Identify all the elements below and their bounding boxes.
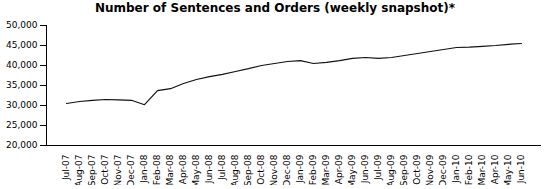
svg-text:45,000: 45,000 bbox=[6, 40, 38, 50]
svg-text:Aug-08: Aug-08 bbox=[230, 154, 240, 185]
svg-text:Feb-08: Feb-08 bbox=[152, 154, 162, 185]
html-text:Number of Sentences and Orders: Number of Sentences and Orders (weekly s… bbox=[94, 1, 455, 15]
svg-text:Sep-08: Sep-08 bbox=[243, 154, 253, 185]
svg-text:25,000: 25,000 bbox=[6, 120, 38, 130]
svg-text:Jul-09: Jul-09 bbox=[373, 154, 383, 181]
svg-text:Nov-07: Nov-07 bbox=[113, 155, 123, 186]
svg-text:Jul-07: Jul-07 bbox=[61, 155, 71, 182]
svg-text:Sep-09: Sep-09 bbox=[399, 154, 409, 185]
svg-text:Jun-09: Jun-09 bbox=[360, 154, 370, 184]
svg-text:Apr-09: Apr-09 bbox=[334, 154, 344, 184]
svg-text:Feb-10: Feb-10 bbox=[464, 154, 474, 185]
svg-text:Jun-08: Jun-08 bbox=[204, 154, 214, 184]
svg-text:Aug-09: Aug-09 bbox=[386, 154, 396, 185]
svg-text:30,000: 30,000 bbox=[6, 100, 38, 110]
svg-text:Jan-08: Jan-08 bbox=[139, 154, 149, 184]
svg-text:May-10: May-10 bbox=[503, 154, 513, 185]
svg-text:Mar-10: Mar-10 bbox=[477, 154, 487, 185]
svg-text:Dec-07: Dec-07 bbox=[126, 155, 136, 186]
svg-text:Jul-08: Jul-08 bbox=[217, 154, 227, 181]
svg-text:Oct-07: Oct-07 bbox=[100, 155, 110, 185]
svg-text:Dec-09: Dec-09 bbox=[438, 154, 448, 185]
svg-text:May-09: May-09 bbox=[347, 154, 357, 185]
svg-text:Sep-07: Sep-07 bbox=[87, 155, 97, 186]
svg-text:50,000: 50,000 bbox=[6, 20, 38, 30]
svg-text:Nov-08: Nov-08 bbox=[269, 154, 279, 185]
svg-text:Mar-08: Mar-08 bbox=[165, 154, 175, 185]
svg-text:Aug-07: Aug-07 bbox=[74, 155, 84, 186]
svg-text:May-08: May-08 bbox=[191, 154, 201, 185]
svg-text:Apr-08: Apr-08 bbox=[178, 154, 188, 184]
svg-text:Feb-09: Feb-09 bbox=[308, 154, 318, 185]
svg-text:Apr-10: Apr-10 bbox=[490, 154, 500, 184]
svg-text:35,000: 35,000 bbox=[6, 80, 38, 90]
svg-text:Jun-10: Jun-10 bbox=[516, 154, 526, 184]
svg-text:Jan-10: Jan-10 bbox=[451, 154, 461, 184]
svg-text:Jan-09: Jan-09 bbox=[295, 154, 305, 184]
svg-text:40,000: 40,000 bbox=[6, 60, 38, 70]
svg-text:Mar-09: Mar-09 bbox=[321, 154, 331, 185]
svg-text:Oct-08: Oct-08 bbox=[256, 154, 266, 185]
svg-text:Nov-09: Nov-09 bbox=[425, 154, 435, 185]
svg-text:20,000: 20,000 bbox=[6, 140, 38, 150]
svg-text:Dec-08: Dec-08 bbox=[282, 154, 292, 185]
svg-text:Oct-09: Oct-09 bbox=[412, 154, 422, 185]
